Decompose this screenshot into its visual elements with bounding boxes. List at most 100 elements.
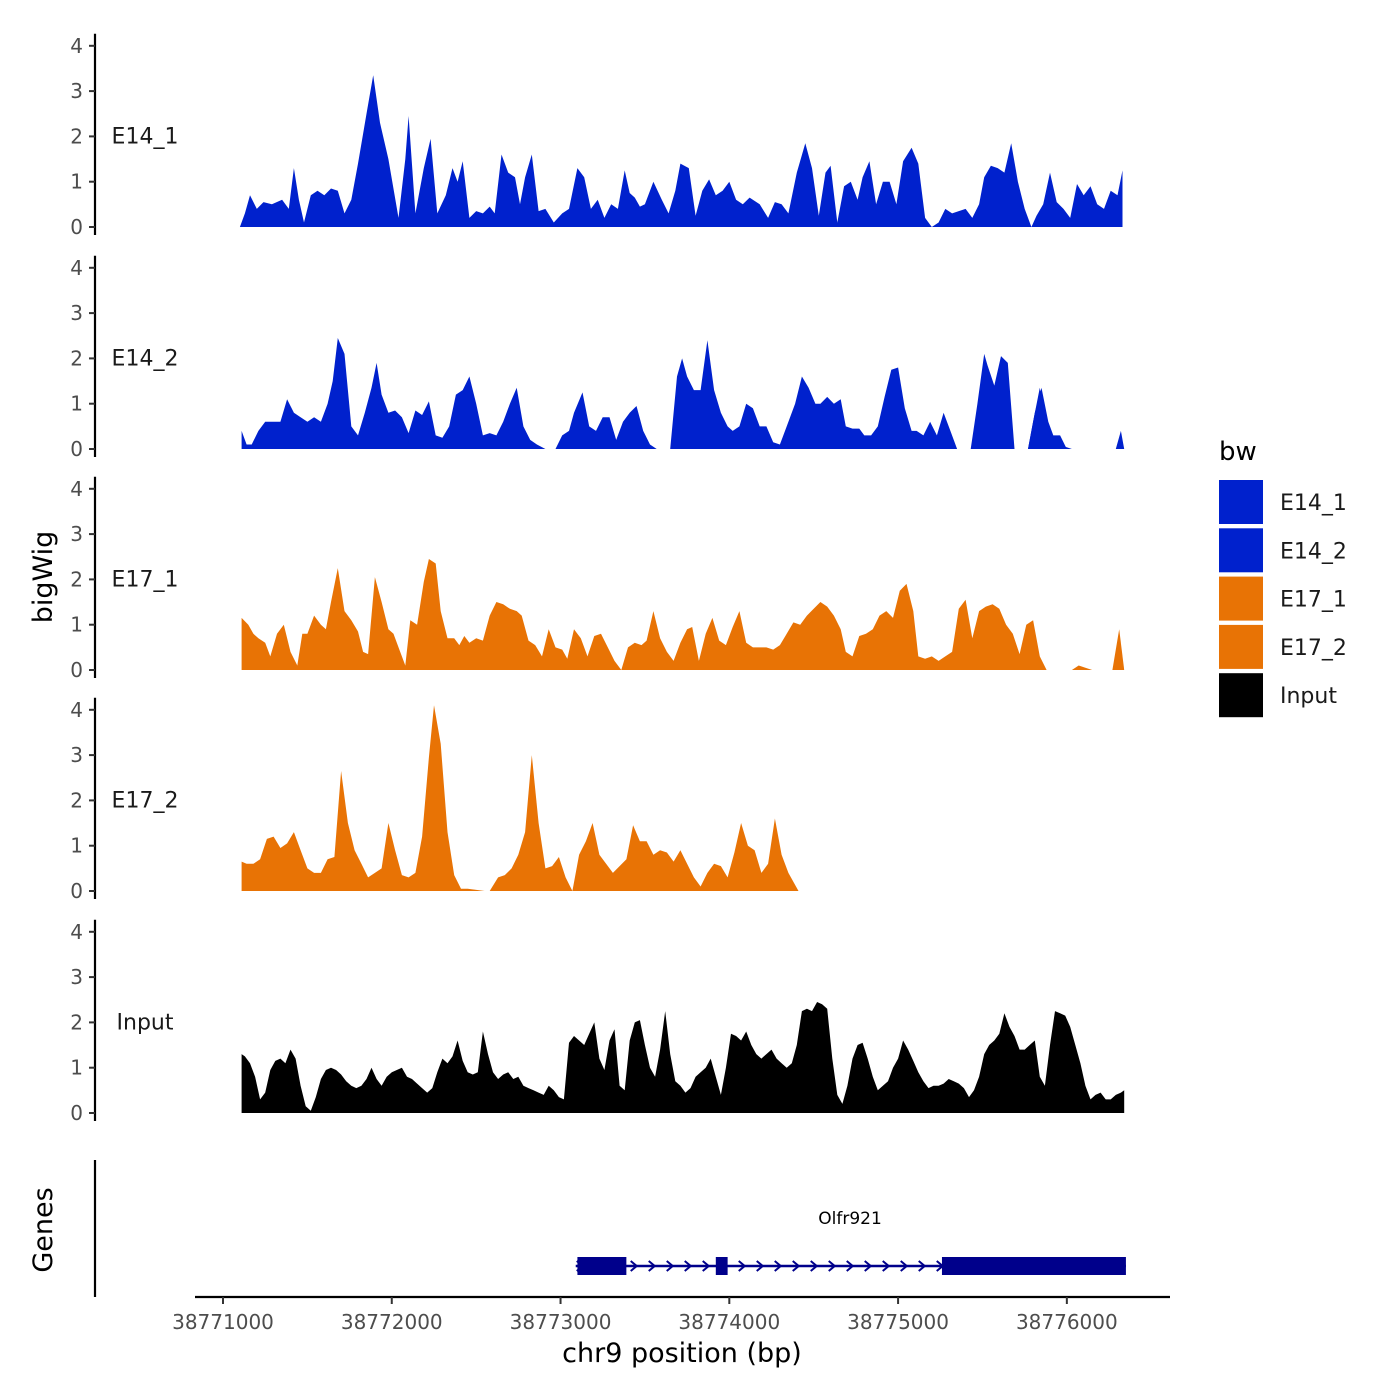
strand-chevron <box>810 1260 819 1272</box>
y-tick-label: 1 <box>70 1056 83 1080</box>
y-tick-label: 1 <box>70 170 83 194</box>
y-tick-label: 0 <box>70 879 83 903</box>
legend-label: Input <box>1280 684 1337 709</box>
x-tick-label: 38773000 <box>510 1310 612 1334</box>
legend-entry-e17-1: E17_1 <box>1219 576 1347 621</box>
y-axis-e17-1: 0 1 2 3 4 E17_1 <box>70 476 179 682</box>
strand-chevron <box>900 1260 909 1272</box>
track-e17-1 <box>241 559 1125 670</box>
coverage-area <box>241 338 546 449</box>
y-tick-label: 2 <box>70 1010 83 1034</box>
track-input <box>241 1002 1125 1113</box>
coverage-area <box>555 392 657 449</box>
y-axis-e14-1: 0 1 2 3 4 E14_1 <box>70 33 179 239</box>
coverage-area <box>241 559 1056 670</box>
strand-chevron <box>882 1260 891 1272</box>
coverage-area <box>1066 430 1125 449</box>
x-axis: 38771000 38772000 38773000 38774000 38775000… <box>172 1295 1170 1334</box>
y-tick-label: 1 <box>70 834 83 858</box>
gene-exon <box>715 1257 728 1275</box>
legend-label: E14_1 <box>1280 491 1347 516</box>
y-tick-label: 2 <box>70 567 83 591</box>
y-tick-label: 4 <box>70 477 83 501</box>
y-tick-label: 1 <box>70 392 83 416</box>
coverage-area <box>1071 665 1093 670</box>
strand-chevron <box>846 1260 855 1272</box>
gene-track <box>93 1160 1126 1297</box>
x-tick-label: 38774000 <box>678 1310 780 1334</box>
coverage-area <box>241 705 485 891</box>
coverage-area <box>489 755 799 891</box>
gene-exon <box>577 1257 627 1275</box>
legend-entry-e14-1: E14_1 <box>1219 480 1347 524</box>
gene-exon <box>941 1257 1126 1275</box>
x-tick-label: 38775000 <box>847 1310 949 1334</box>
strand-chevron <box>630 1260 639 1272</box>
legend-swatch <box>1219 624 1263 669</box>
legend-swatch <box>1219 480 1263 524</box>
x-tick-label: 38771000 <box>172 1310 274 1334</box>
y-tick-label: 2 <box>70 124 83 148</box>
coverage-area <box>1028 387 1079 449</box>
strand-chevron <box>774 1260 783 1272</box>
track-e14-2 <box>241 338 1125 449</box>
coverage-area <box>670 340 958 449</box>
y-axis-title: bigWig <box>28 531 59 624</box>
legend-swatch <box>1219 528 1263 573</box>
coverage-area <box>1112 629 1125 670</box>
y-tick-label: 1 <box>70 613 83 637</box>
track-e14-1 <box>239 75 1123 227</box>
x-tick-label: 38776000 <box>1016 1310 1118 1334</box>
y-axis-e14-2: 0 1 2 3 4 E14_2 <box>70 256 178 461</box>
strand-chevron <box>756 1260 765 1272</box>
y-tick-label: 4 <box>70 698 83 722</box>
coverage-area <box>241 1002 1125 1113</box>
strand-chevron <box>666 1260 675 1272</box>
y-tick-label: 0 <box>70 437 83 461</box>
gene-label: Olfr921 <box>818 1209 882 1229</box>
y-axes: 0 1 2 3 4 E14_1 0 1 2 3 4 E14_2 0 1 2 3 4 E17_1 0 1 2 3 4 E17_2… <box>70 33 179 1125</box>
coverage-area <box>239 75 1123 227</box>
coverage-area <box>970 353 1018 449</box>
strand-chevron <box>684 1260 693 1272</box>
legend-swatch <box>1219 673 1263 718</box>
y-tick-label: 0 <box>70 658 83 682</box>
strand-chevron <box>738 1260 747 1272</box>
strand-chevron <box>828 1260 837 1272</box>
y-tick-label: 2 <box>70 346 83 370</box>
legend-label: E14_2 <box>1280 539 1347 564</box>
track-label: Input <box>117 1010 174 1035</box>
coverage-area <box>1028 387 1125 449</box>
track-label: E14_2 <box>112 346 179 371</box>
y-tick-label: 2 <box>70 788 83 812</box>
y-tick-label: 4 <box>70 920 83 944</box>
legend-title: bw <box>1219 437 1257 467</box>
legend: E14_1 E14_2 E17_1 E17_2 Input <box>1219 480 1347 718</box>
legend-label: E17_1 <box>1280 588 1347 613</box>
strand-chevron <box>864 1260 873 1272</box>
coverage-tracks <box>239 75 1125 1113</box>
track-e17-2 <box>241 705 799 891</box>
y-tick-label: 3 <box>70 79 83 103</box>
y-tick-label: 3 <box>70 301 83 325</box>
strand-chevron <box>702 1260 711 1272</box>
track-label: E14_1 <box>112 124 179 149</box>
legend-entry-e17-2: E17_2 <box>1219 624 1347 669</box>
y-axis-e17-2: 0 1 2 3 4 E17_2 <box>70 697 179 903</box>
track-label: E17_2 <box>112 788 179 813</box>
y-tick-label: 0 <box>70 1101 83 1125</box>
track-label: E17_1 <box>112 567 179 592</box>
y-tick-label: 3 <box>70 522 83 546</box>
legend-entry-input: Input <box>1219 673 1337 718</box>
y-tick-label: 0 <box>70 215 83 239</box>
legend-entry-e14-2: E14_2 <box>1219 528 1347 573</box>
y-tick-label: 3 <box>70 965 83 989</box>
legend-swatch <box>1219 576 1263 621</box>
strand-chevron <box>648 1260 657 1272</box>
x-tick-label: 38772000 <box>341 1310 443 1334</box>
y-tick-label: 4 <box>70 256 83 280</box>
gene-track-title: Genes <box>28 1187 59 1272</box>
strand-chevron <box>792 1260 801 1272</box>
y-axis-input: 0 1 2 3 4 Input <box>70 919 174 1125</box>
